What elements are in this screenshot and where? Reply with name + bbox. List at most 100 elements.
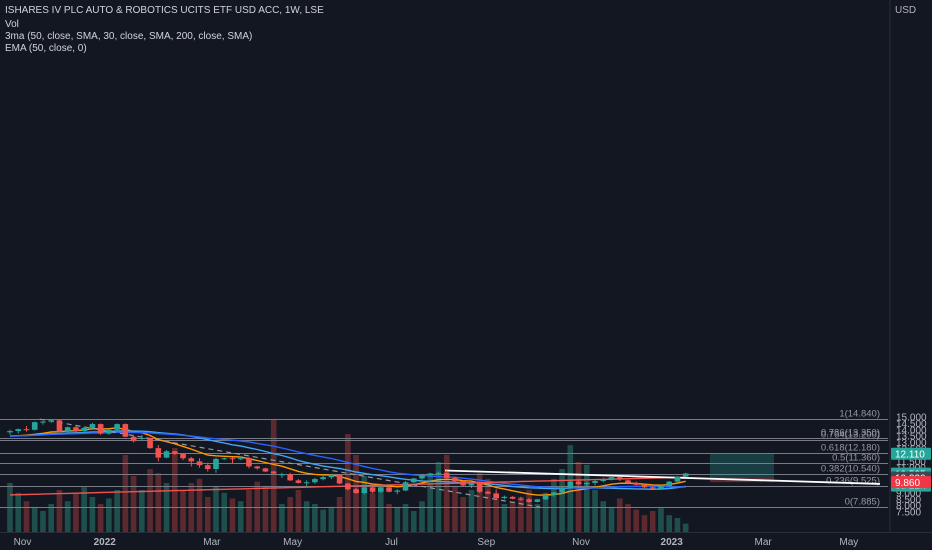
candle-body (575, 481, 582, 485)
volume-bar (114, 490, 120, 532)
price-label: 12.110 (895, 450, 925, 461)
candle-body (435, 472, 442, 474)
candle-body (592, 481, 598, 483)
volume-bar (551, 478, 557, 532)
volume-bar (682, 523, 689, 532)
volume-bar (229, 498, 236, 532)
price-tick-label: 11.500 (896, 457, 926, 468)
volume-bar (501, 504, 508, 532)
fib-label: 0.382(10.540) (821, 464, 880, 475)
candle-body (353, 489, 359, 494)
candle-body (674, 476, 681, 482)
time-tick-label: Mar (203, 537, 221, 548)
price-tick-label: 8.500 (896, 495, 921, 506)
price-label-bg (891, 447, 931, 460)
time-tick-label: Nov (14, 537, 32, 548)
volume-bar (460, 497, 466, 532)
price-tick-label: 15.000 (896, 413, 927, 424)
candle-body (213, 458, 219, 469)
volume-bar (452, 485, 458, 532)
candle-body (427, 473, 434, 476)
volume-bar (221, 492, 228, 532)
candle-body (410, 478, 417, 483)
candle-body (15, 429, 22, 432)
candle-body (204, 465, 211, 469)
candle-body (287, 474, 293, 481)
volume-bar (279, 504, 285, 532)
volume-bar (485, 478, 491, 532)
candle-body (369, 487, 376, 492)
candle-body (518, 498, 524, 500)
price-axis[interactable]: 15.00014.50014.00013.50013.00012.50012.0… (889, 0, 932, 550)
volume-bar (542, 492, 549, 532)
fib-label: 0.236(9.525) (826, 476, 880, 487)
volume-bar (262, 485, 269, 532)
long-position-box[interactable] (710, 453, 774, 483)
time-axis[interactable]: Nov 2022 Mar May Jul Sep Nov 2023 Mar May (0, 532, 932, 549)
candle-body (48, 420, 54, 422)
candle-body (443, 472, 450, 478)
candle-body (616, 477, 623, 480)
candle-body (155, 448, 162, 458)
candle-body (221, 458, 228, 460)
volume-bar (476, 473, 483, 532)
time-tick-label: Mar (755, 537, 773, 548)
price-tick-label: 9.000 (896, 489, 921, 500)
volume-bar (312, 504, 318, 532)
currency-label: USD (895, 5, 917, 16)
price-tick-label: 14.500 (896, 419, 927, 430)
volume-bar (625, 504, 631, 532)
volume-bars (7, 420, 689, 532)
volume-bar (575, 462, 582, 532)
candle-body (246, 458, 252, 467)
candle-body (254, 466, 260, 469)
price-tick-label: 7.500 (896, 508, 921, 519)
candle-body (600, 479, 607, 482)
candle-body (229, 458, 236, 460)
volume-bar (534, 504, 541, 532)
candle-body (196, 461, 203, 466)
candle-body (419, 475, 425, 479)
volume-bar (493, 492, 499, 532)
candle-body (163, 451, 170, 458)
volume-bar (147, 469, 153, 532)
volume-bar (64, 501, 71, 532)
volume-bar (608, 506, 615, 532)
candle-body (386, 487, 392, 492)
candle-body (485, 491, 491, 494)
candle-body (501, 496, 508, 499)
profit-zone (710, 453, 774, 478)
candle-body (303, 482, 310, 484)
time-tick-label: 2023 (661, 537, 684, 548)
chart-title: ISHARES IV PLC AUTO & ROBOTICS UCITS ETF… (5, 5, 324, 16)
candle-body (114, 424, 120, 430)
candle-body (262, 468, 269, 472)
candle-body (237, 458, 244, 460)
price-tick-label: 14.000 (896, 425, 927, 436)
time-tick-label: May (839, 537, 858, 548)
candle-body (378, 487, 384, 492)
volume-bar (518, 497, 524, 532)
volume-bar (73, 492, 79, 532)
candle-body (493, 493, 499, 499)
volume-bar (328, 506, 335, 532)
volume-bar (40, 511, 46, 532)
candle-body (476, 482, 483, 492)
candle-body (97, 424, 104, 434)
price-label: 9.860 (895, 478, 920, 489)
time-tick-label: Nov (572, 537, 590, 548)
candle-body (31, 422, 38, 430)
candle-body (295, 480, 302, 483)
time-tick-label: May (283, 537, 302, 548)
volume-bar (81, 487, 87, 532)
fibonacci-levels: 1(14.840) 0.786(13.350)0.764(13.200) 0.618… (0, 409, 888, 508)
candle-body (188, 458, 195, 462)
volume-bar (89, 497, 96, 532)
candle-body (279, 474, 285, 476)
volume-bar (320, 509, 326, 532)
volume-bar (633, 509, 640, 532)
fib-label: 1(14.840) (839, 409, 880, 420)
volume-bar (616, 498, 623, 532)
candle-body (130, 436, 137, 442)
